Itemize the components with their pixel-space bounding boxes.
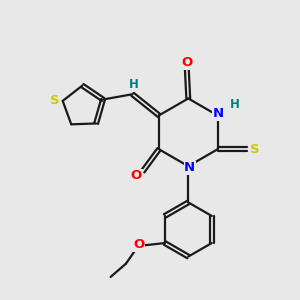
Text: N: N	[184, 161, 195, 174]
Text: S: S	[250, 143, 259, 156]
Text: S: S	[50, 94, 59, 107]
Text: H: H	[230, 98, 240, 111]
Text: O: O	[131, 169, 142, 182]
Text: H: H	[129, 78, 139, 91]
Text: N: N	[213, 107, 224, 120]
Text: O: O	[181, 56, 192, 69]
Text: O: O	[133, 238, 144, 251]
